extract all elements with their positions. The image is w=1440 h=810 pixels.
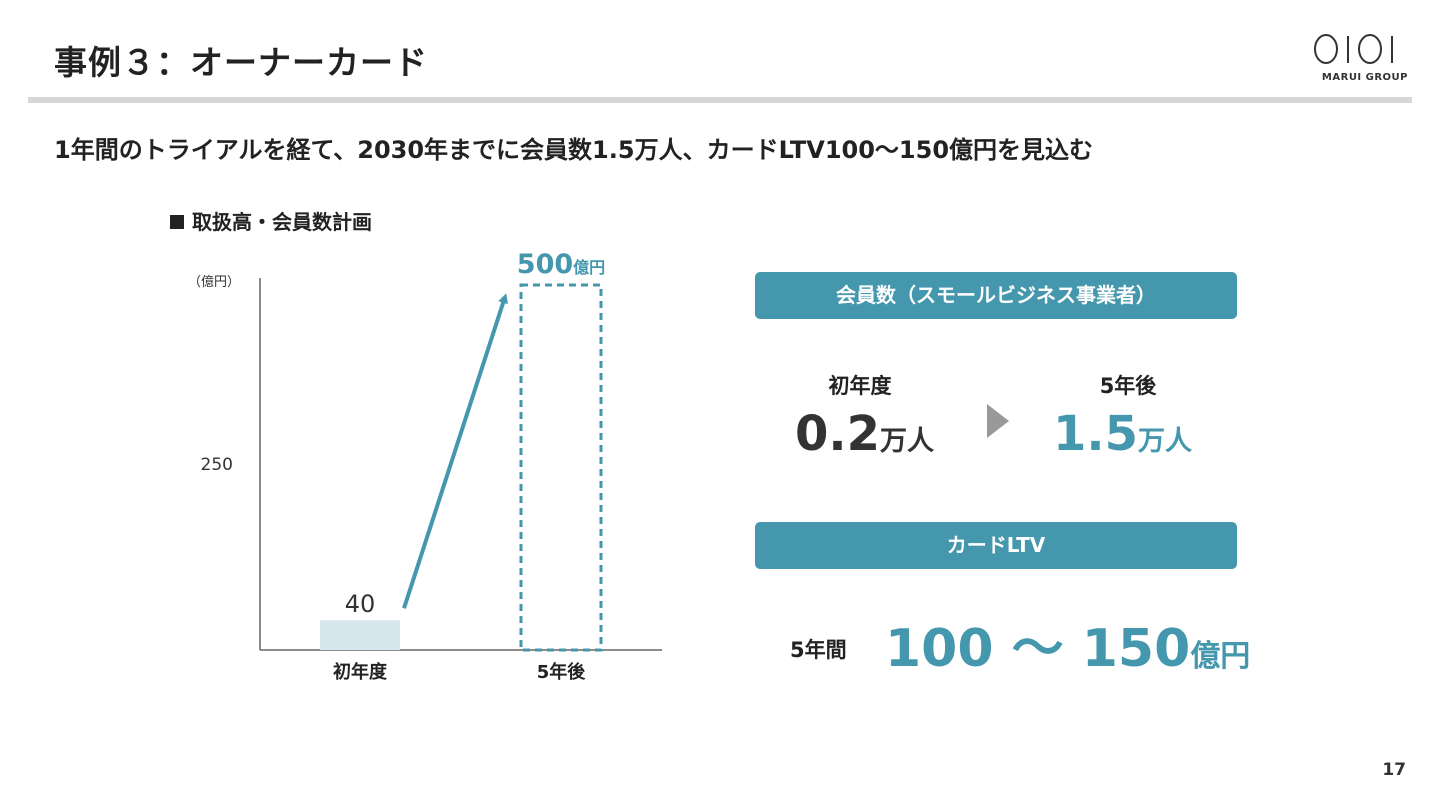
ltv-unit: 億円 xyxy=(1190,639,1251,674)
growth-arrow xyxy=(402,293,508,609)
bar-five-years-unit: 億円 xyxy=(573,258,605,277)
marui-logo xyxy=(1314,34,1393,64)
header-divider xyxy=(28,97,1412,103)
members-panel-header: 会員数（スモールビジネス事業者） xyxy=(755,272,1237,319)
members-later-label: 5年後 xyxy=(1099,374,1157,398)
ltv-period-label: 5年間 xyxy=(790,638,847,662)
y-tick-label: 250 xyxy=(201,455,233,475)
members-later-number: 1.5 xyxy=(1053,406,1139,462)
right-arrow-icon xyxy=(987,404,1009,438)
ltv-range: 100 〜 150 xyxy=(885,619,1191,679)
members-first-unit: 万人 xyxy=(880,426,935,457)
bar-five-years-value: 500億円 xyxy=(517,249,605,280)
chart-section-label: 取扱高・会員数計画 xyxy=(170,206,372,235)
ltv-panel-header: カードLTV xyxy=(755,522,1237,569)
members-later-unit: 万人 xyxy=(1138,426,1193,457)
ltv-value: 100 〜 150億円 xyxy=(885,606,1250,681)
page-title: 事例３：オーナーカード xyxy=(54,43,428,82)
y-axis-unit-label: （億円） xyxy=(188,274,240,290)
bar-five-years-target xyxy=(519,283,603,652)
section-label-text: 取扱高・会員数計画 xyxy=(192,210,372,234)
x-category-label: 5年後 xyxy=(537,661,587,683)
square-bullet-icon xyxy=(170,215,184,229)
page-number: 17 xyxy=(1382,760,1406,780)
bar-first-year xyxy=(320,620,400,650)
members-first-number: 0.2 xyxy=(795,406,881,462)
logo-text: MARUI GROUP xyxy=(1321,72,1408,83)
members-first-label: 初年度 xyxy=(828,374,892,398)
bar-first-year-value: 40 xyxy=(345,590,376,618)
x-category-label: 初年度 xyxy=(333,661,388,683)
members-first-value: 0.2万人 xyxy=(795,406,934,462)
members-later-value: 1.5万人 xyxy=(1053,406,1192,462)
slide-subtitle: 1年間のトライアルを経て、2030年までに会員数1.5万人、カードLTV100〜… xyxy=(54,136,1094,164)
bar-five-years-number: 500 xyxy=(517,249,573,280)
